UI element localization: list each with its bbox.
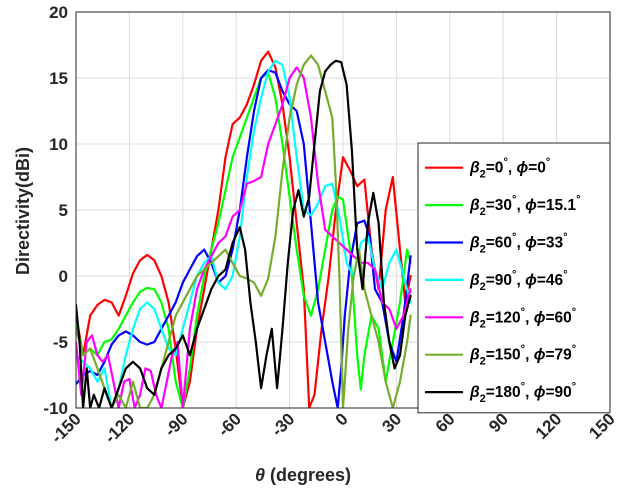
x-tick-label: 90	[485, 409, 512, 436]
x-tick-label: -30	[268, 409, 299, 440]
y-tick-label: 0	[59, 267, 68, 286]
legend-entry: β2=120°, ϕ=60°	[469, 306, 576, 330]
series-line	[76, 59, 412, 408]
y-axis-label: Directivity(dBi)	[13, 147, 33, 275]
y-tick-label: 5	[59, 201, 68, 220]
x-tick-label: 150	[585, 409, 618, 442]
legend: β2=0°, ϕ=0° β2=30°, ϕ=15.1° β2=60°, ϕ=33° β…	[417, 142, 611, 414]
x-tick-label: -90	[161, 409, 192, 440]
y-tick-label: 10	[49, 135, 68, 154]
y-tick-label: 20	[49, 3, 68, 22]
x-tick-label: 0	[332, 409, 352, 429]
y-tick-label: -10	[43, 399, 68, 418]
y-tick-labels: -10 -5 0 5 10 15 20	[43, 3, 68, 418]
x-tick-label: -120	[101, 409, 138, 446]
legend-entry: β2=90°, ϕ=46°	[469, 269, 568, 293]
series-line	[76, 50, 412, 408]
series-line	[76, 54, 412, 408]
x-axis-label: θ (degrees)	[255, 465, 351, 485]
legend-entry: β2=150°, ϕ=79°	[469, 344, 576, 368]
y-tick-label: -5	[53, 333, 68, 352]
x-tick-label: 60	[432, 409, 459, 436]
x-tick-labels: -150 -120 -90 -60 -30 0 30 60 90 120 150	[47, 409, 618, 446]
legend-box	[417, 142, 611, 414]
x-tick-label: -60	[214, 409, 245, 440]
x-tick-label: 30	[378, 409, 405, 436]
y-tick-label: 15	[49, 69, 68, 88]
series-line	[76, 71, 412, 408]
legend-entry: β2=0°, ϕ=0°	[469, 157, 550, 181]
legend-entry: β2=30°, ϕ=15.1°	[469, 194, 580, 218]
plot-area	[76, 50, 412, 408]
legend-entry: β2=180°, ϕ=90°	[469, 381, 576, 405]
legend-entry: β2=60°, ϕ=33°	[469, 232, 568, 256]
series-line	[76, 66, 412, 408]
x-tick-label: 120	[532, 409, 565, 442]
